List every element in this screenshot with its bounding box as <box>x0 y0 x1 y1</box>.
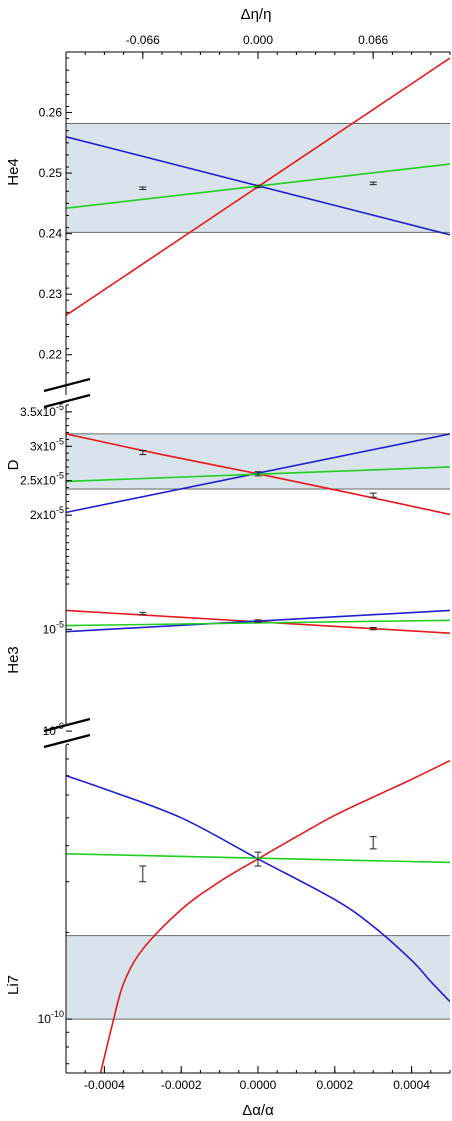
axes-layer <box>43 51 451 1074</box>
he4-ytick-label-2: 0.24 <box>39 227 63 241</box>
top-tick-label-0: -0.066 <box>126 33 160 47</box>
top-axis-label: Δη/η <box>241 6 272 23</box>
xtick-label-2: 0.0000 <box>240 1078 277 1092</box>
bands-layer <box>66 122 450 1020</box>
li7-ytick-label-1: 10-10 <box>38 1009 64 1026</box>
he4-ytick-label-0: 0.22 <box>39 348 63 362</box>
d-errorbar-2 <box>369 492 377 498</box>
li7-errorbar-2 <box>369 836 377 850</box>
axis-break-0b <box>43 393 91 409</box>
he4-errorbar-2 <box>369 181 377 186</box>
d-ytick-label-1: 2.5x10-5 <box>20 471 64 488</box>
he4-panel-label: He4 <box>5 158 22 186</box>
he3-errorbar-0 <box>139 611 147 616</box>
he4-ytick-label-4: 0.26 <box>39 106 63 120</box>
li7-band <box>66 935 450 1020</box>
he3-green-curve <box>66 619 450 627</box>
li7-panel-label: Li7 <box>5 975 22 995</box>
d-errorbar-0 <box>139 449 147 456</box>
xtick-label-4: 0.0004 <box>393 1078 430 1092</box>
d-ytick-label-0: 2x10-5 <box>30 505 64 522</box>
he3-errorbar-1 <box>254 619 262 623</box>
axis-break-0a <box>43 377 91 393</box>
x-axis-label: Δα/α <box>242 1102 274 1119</box>
labels-layer: 0.22 0.23 0.24 0.25 0.26 He4 2x10-5 2.5x10-5 3x1… <box>5 6 430 1119</box>
xtick-label-1: -0.0002 <box>161 1078 202 1092</box>
d-ytick-label-2: 3x10-5 <box>30 436 64 453</box>
li7-blue-curve <box>66 774 450 1003</box>
li7-red-curve <box>99 759 450 1073</box>
he4-ytick-label-3: 0.25 <box>39 166 63 180</box>
d-ytick-label-3: 3.5x10-5 <box>20 402 64 419</box>
he4-band <box>66 123 450 233</box>
axis-break-1a <box>43 717 91 733</box>
d-panel-label: D <box>5 459 22 470</box>
he3-panel-label: He3 <box>5 646 22 674</box>
xtick-label-3: 0.0002 <box>316 1078 353 1092</box>
d-band <box>66 433 450 489</box>
li7-errorbar-0 <box>139 865 147 883</box>
he4-errorbar-1 <box>254 184 262 189</box>
top-tick-label-1: 0.000 <box>243 33 273 47</box>
xtick-label-0: -0.0004 <box>84 1078 125 1092</box>
d-errorbar-1 <box>254 471 262 477</box>
he4-ytick-label-1: 0.23 <box>39 287 63 301</box>
top-tick-label-2: 0.066 <box>358 33 388 47</box>
he3-ytick-label-0: 10-5 <box>43 619 64 636</box>
axis-break-1b <box>43 733 91 749</box>
li7-errorbar-1 <box>254 851 262 867</box>
errorbars-layer <box>139 181 377 883</box>
he4-errorbar-0 <box>139 186 147 190</box>
he3-errorbar-2 <box>369 626 377 631</box>
li7-ytick-label-0: 10-9 <box>43 721 64 738</box>
